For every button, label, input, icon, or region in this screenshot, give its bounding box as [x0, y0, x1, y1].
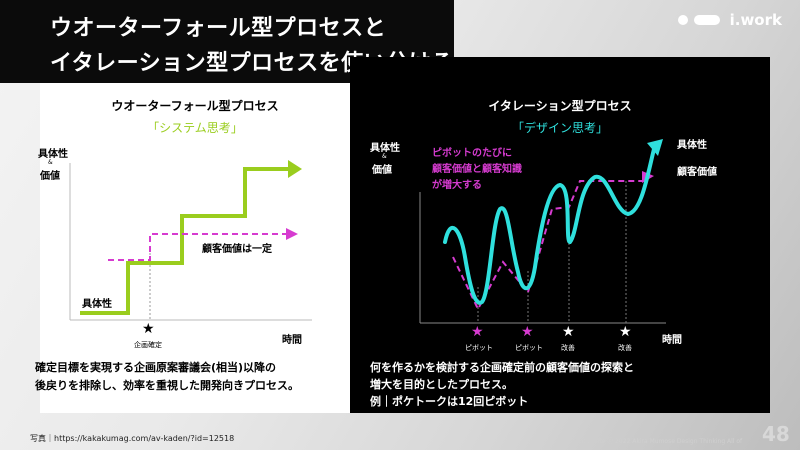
- title-box: ウオーターフォール型プロセスと イタレーション型プロセスを使い分ける: [0, 0, 454, 83]
- iteration-heading: イタレーション型プロセス: [488, 99, 632, 113]
- iteration-marker-label-3: 改善: [561, 344, 575, 352]
- iteration-value-line: [452, 180, 642, 312]
- waterfall-concreteness-label: 具体性: [82, 299, 112, 310]
- logo-pill-icon: [693, 15, 720, 25]
- waterfall-value-arrowhead: [286, 228, 298, 240]
- logo-text: i.work: [729, 11, 782, 29]
- waterfall-chart: [69, 160, 312, 321]
- waterfall-marker-label: 企画確定: [134, 341, 162, 349]
- iteration-y-axis-amp: &: [382, 153, 387, 160]
- iteration-marker-label-1: ピボット: [465, 344, 493, 352]
- iteration-description-line3: 例｜ポケトークは12回ピボット: [370, 395, 529, 408]
- improve-star-icon: ★: [619, 324, 632, 340]
- page-number: 48: [762, 422, 790, 446]
- iteration-chart: [419, 139, 666, 324]
- iteration-marker-label-4: 改善: [618, 344, 632, 352]
- iteration-description-line2: 増大を目的としたプロセス。: [370, 378, 513, 391]
- waterfall-panel: ウオーターフォール型プロセス 「システム思考」 具体性 & 価値 顧客価値は一定…: [35, 83, 350, 413]
- logo-dot-icon: [677, 15, 688, 25]
- iteration-value-label: 顧客価値: [677, 167, 717, 178]
- waterfall-x-axis-label: 時間: [282, 335, 302, 346]
- waterfall-concreteness-arrowhead: [288, 160, 302, 178]
- iteration-annotation-line2: 顧客価値と顧客知識: [432, 164, 522, 175]
- iteration-y-axis-label-1: 具体性: [370, 143, 400, 154]
- waterfall-y-axis-amp: &: [48, 159, 53, 166]
- slide-title-line1: ウオーターフォール型プロセスと: [50, 16, 387, 41]
- waterfall-y-axis-label-1: 具体性: [38, 149, 68, 160]
- waterfall-concreteness-line: [80, 167, 290, 315]
- star-icon: ★: [142, 321, 155, 337]
- waterfall-heading: ウオーターフォール型プロセス: [111, 99, 279, 113]
- photo-credit: 写真｜https://kakakumag.com/av-kaden/?id=12…: [30, 434, 235, 443]
- waterfall-description-line1: 確定目標を実現する企画原案審議会(相当)以降の: [35, 361, 277, 374]
- waterfall-value-line: [108, 233, 286, 261]
- iteration-concreteness-line: [443, 143, 657, 305]
- iteration-annotation-line3: が増大する: [432, 180, 482, 191]
- iteration-concreteness-label: 具体性: [677, 140, 707, 151]
- iteration-marker-label-2: ピボット: [515, 344, 543, 352]
- waterfall-value-label: 顧客価値は一定: [202, 244, 272, 255]
- iteration-x-axis-label: 時間: [662, 335, 682, 346]
- iteration-description-line1: 何を作るかを検討する企画確定前の顧客価値の探索と: [370, 361, 634, 374]
- pivot-star-icon: ★: [521, 324, 534, 340]
- iteration-panel: イタレーション型プロセス 「デザイン思考」 具体性 & 価値 ピボットのたびに …: [350, 57, 770, 413]
- waterfall-y-axis-label-2: 価値: [40, 171, 60, 182]
- iteration-y-axis-label-2: 価値: [372, 165, 392, 176]
- pivot-star-icon: ★: [471, 324, 484, 340]
- iteration-concreteness-arrowhead: [647, 139, 663, 156]
- waterfall-subheading: 「システム思考」: [147, 121, 243, 135]
- improve-star-icon: ★: [562, 324, 575, 340]
- footer-copyright: Copywrite ⓒ 2022 Akira Mumose Design Thi…: [575, 438, 743, 445]
- iteration-annotation-line1: ピボットのたびに: [432, 148, 512, 159]
- waterfall-description-line2: 後戻りを排除し、効率を重視した開発向きプロセス。: [35, 379, 299, 392]
- brand-logo: i.work: [677, 11, 782, 29]
- iteration-subheading: 「デザイン思考」: [511, 121, 608, 135]
